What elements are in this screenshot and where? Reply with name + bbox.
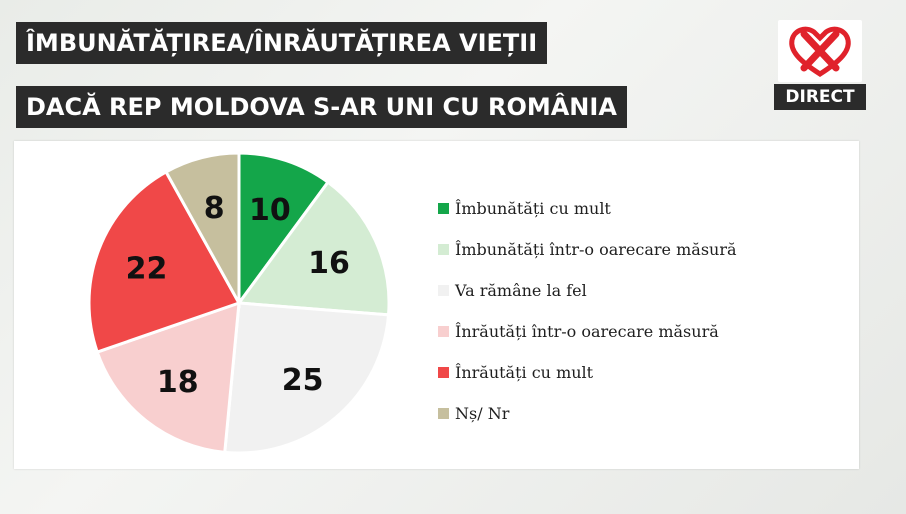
- pie-slice-value-label: 18: [157, 365, 199, 400]
- pie-slice: [164, 151, 241, 309]
- pie-slice: [237, 151, 331, 308]
- legend-label: Nș/ Nr: [455, 404, 510, 423]
- pie-slice: [87, 169, 242, 354]
- pie-slice-value-label: 16: [308, 246, 350, 281]
- legend-swatch: [438, 285, 449, 296]
- pie-slice: [223, 301, 391, 455]
- pie-chart: 10 16 25 18 22 8: [87, 151, 391, 455]
- heart-x-logo-icon: [789, 26, 851, 77]
- legend-label: Îmbunătăți cu mult: [455, 199, 611, 218]
- legend-swatch: [438, 203, 449, 214]
- legend-swatch: [438, 244, 449, 255]
- chart-title-line-2: DACĂ REP MOLDOVA S-AR UNI CU ROMÂNIA: [16, 86, 627, 128]
- direct-badge: DIRECT: [774, 84, 866, 110]
- legend-label: Înrăutăți cu mult: [455, 363, 594, 382]
- chart-title-line-1: ÎMBUNĂTĂȚIREA/ÎNRĂUTĂȚIREA VIEȚII: [16, 22, 548, 64]
- logo-emblem: [778, 20, 862, 82]
- channel-logo: DIRECT: [774, 20, 866, 112]
- pie-slice: [236, 180, 391, 317]
- legend-label: Înrăutăți într-o oarecare măsură: [455, 322, 719, 341]
- pie-slice-value-label: 8: [204, 191, 225, 226]
- legend-swatch: [438, 326, 449, 337]
- pie-slice-value-label: 10: [249, 193, 291, 228]
- legend-label: Îmbunătăți într-o oarecare măsură: [455, 240, 737, 259]
- legend-label: Va rămâne la fel: [455, 281, 587, 300]
- chart-panel: 10 16 25 18 22 8 Îmbunătăți cu mult Îmbunătăți…: [14, 141, 859, 469]
- pie-slice-value-label: 25: [282, 363, 324, 398]
- legend-swatch: [438, 408, 449, 419]
- pie-slice-value-label: 22: [126, 252, 168, 287]
- legend-swatch: [438, 367, 449, 378]
